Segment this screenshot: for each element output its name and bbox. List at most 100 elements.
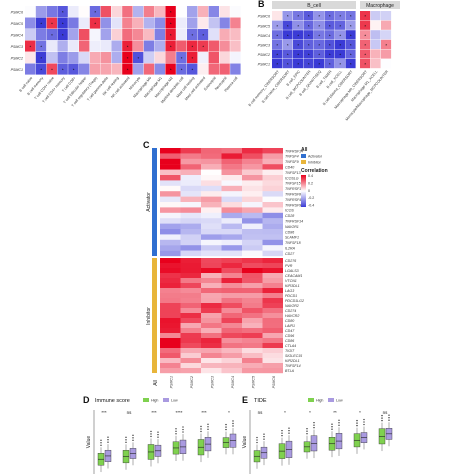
panel-c-row-label: TNFRSF14 (285, 149, 303, 153)
panel-c-cell (180, 148, 201, 154)
activator-group-bar (152, 148, 157, 256)
panel-a-cell (133, 6, 144, 18)
panel-c-cell (262, 223, 283, 230)
panel-c-cell (160, 180, 181, 186)
panel-a-cell (165, 40, 176, 52)
panel-c-cell (221, 229, 242, 235)
panel-c-cell (221, 358, 242, 364)
panel-a-cell (111, 29, 122, 41)
panel-a-cell (197, 29, 209, 41)
panel-a-cell (89, 63, 101, 75)
panel-c-cell (262, 207, 283, 213)
panel-c-cell (262, 180, 283, 186)
panel-c-cell (262, 363, 283, 369)
panel-d-legend-high-swatch (143, 398, 149, 402)
box-outlier (225, 426, 227, 428)
panel-b-cell (282, 30, 293, 40)
significance-label: * (309, 410, 311, 415)
panel-a-cell (57, 29, 68, 41)
box-outlier (356, 419, 358, 422)
panel-c-cell (180, 175, 201, 181)
panel-c-cell (180, 313, 201, 319)
panel-c-cell (180, 338, 201, 344)
panel-a-cell (133, 63, 144, 75)
box-outlier (207, 426, 209, 428)
panel-c-cell (242, 283, 263, 289)
panel-c-cell (242, 363, 263, 369)
panel-b-star: * (350, 43, 352, 48)
panel-c-cell (160, 358, 181, 364)
panel-c-row-label: TNFRSF9 (285, 203, 301, 207)
panel-c-cell (180, 218, 201, 224)
panel-c-cell (160, 158, 181, 165)
panel-c-row-label: TNFSF14 (285, 364, 301, 368)
panel-a-cell (219, 40, 230, 52)
panel-a-cell (100, 63, 111, 75)
panel-b-row-label: PSMC5 (258, 24, 270, 28)
panel-a-cell (197, 52, 209, 64)
panel-c-cell (201, 353, 222, 359)
panel-b-star: * (385, 43, 387, 48)
panel-b-cell (345, 11, 356, 21)
panel-c-cell (242, 164, 263, 170)
panel-b-star: * (297, 43, 299, 48)
panel-b-star: * (287, 14, 289, 19)
panel-a-cell (100, 52, 111, 64)
panel-c-cell (180, 258, 201, 264)
panel-b-star: * (308, 33, 310, 38)
box-outlier (175, 433, 177, 435)
panel-c-cell (201, 148, 222, 154)
panel-a-star: * (40, 22, 42, 27)
box-outlier (150, 433, 152, 435)
panel-c-row-label: LAIR1 (285, 324, 295, 328)
group-label-inhibitor: Inhibitor (146, 307, 152, 325)
panel-a-cell (187, 17, 198, 29)
strip-bcell-bg (272, 1, 356, 9)
panel-b-cell (370, 30, 381, 40)
panel-c-row-label: CD96 (285, 334, 294, 338)
panel-b-cell (314, 11, 325, 21)
panel-a-cell (111, 52, 122, 64)
panel-c-cell (221, 196, 242, 203)
panel-b-cell (282, 39, 293, 49)
panel-d-title: Immune score (95, 398, 130, 404)
panel-c-cell (262, 348, 283, 354)
box-outlier (107, 438, 109, 441)
panel-c-cell (262, 368, 283, 374)
panel-c-row-label: TNFSF13 (285, 171, 301, 175)
panel-c-col-label: PSMC6 (272, 376, 276, 388)
panel-a-cell (68, 17, 79, 29)
panel-c-cell (262, 229, 283, 235)
panel-d-ylabel: Value (86, 436, 92, 449)
panel-c-cell (262, 239, 283, 246)
panel-a-cell (79, 17, 90, 29)
box-outlier (175, 430, 177, 432)
panel-c-cell (160, 343, 181, 349)
panel-c-cell (242, 212, 263, 219)
panel-b-star: * (318, 43, 320, 48)
panel-a-star: * (127, 45, 129, 50)
panel-c-cell (201, 207, 222, 213)
panel-c-cell (201, 338, 222, 344)
panel-c-cell (160, 218, 181, 224)
panel-d-legend-low-swatch (163, 398, 169, 402)
panel-c-cell (221, 153, 242, 159)
box-outlier (331, 423, 333, 425)
panel-c-row-label: PDCD1 (285, 294, 297, 298)
panel-a-cell (176, 6, 187, 18)
legend-inhibitor-label: Inhibitor (308, 161, 322, 165)
panel-c-cell (201, 333, 222, 339)
box-outlier (100, 442, 102, 444)
panel-c-cell (180, 185, 201, 192)
panel-a-cell (25, 29, 36, 41)
panel-c-cell (242, 218, 263, 224)
panel-b-star: * (318, 53, 320, 58)
panel-a-cell (219, 17, 230, 29)
panel-c-cell (201, 328, 222, 334)
panel-c-cell (221, 323, 242, 329)
panel-b-star: * (287, 62, 289, 67)
panel-a-star: * (202, 33, 204, 38)
panel-c-cell (221, 218, 242, 224)
panel-a-cell (187, 40, 198, 52)
panel-c-row-label: SIGLEC15 (285, 354, 302, 358)
